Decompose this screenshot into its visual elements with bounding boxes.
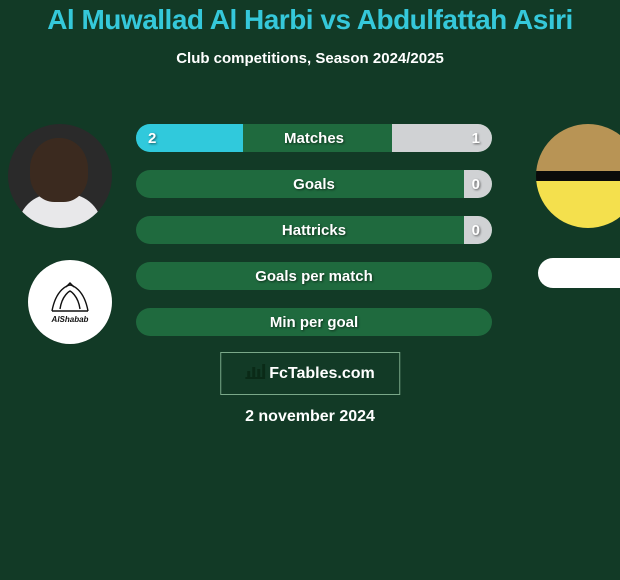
club-left-label: AlShabab — [52, 315, 89, 324]
bar-label: Goals — [136, 170, 492, 198]
player-left-avatar — [8, 124, 112, 228]
subtitle: Club competitions, Season 2024/2025 — [0, 50, 620, 67]
bar-row: Min per goal — [136, 308, 492, 336]
club-left-badge: AlShabab — [28, 260, 112, 344]
bar-label: Matches — [136, 124, 492, 152]
bar-label: Goals per match — [136, 262, 492, 290]
brand-text: FcTables.com — [269, 365, 375, 383]
club-left-mark-icon — [46, 281, 94, 313]
brand-box: FcTables.com — [220, 352, 400, 395]
bar-row: Goals per match — [136, 262, 492, 290]
bar-label: Min per goal — [136, 308, 492, 336]
bar-label: Hattricks — [136, 216, 492, 244]
bar-row: 0Hattricks — [136, 216, 492, 244]
player-right-avatar — [536, 124, 620, 228]
bar-chart-icon — [245, 363, 265, 384]
club-right-badge — [538, 258, 620, 288]
bar-row: 21Matches — [136, 124, 492, 152]
page-title: Al Muwallad Al Harbi vs Abdulfattah Asir… — [0, 0, 620, 36]
date-text: 2 november 2024 — [0, 408, 620, 426]
bar-row: 0Goals — [136, 170, 492, 198]
comparison-bars: 21Matches 0Goals 0Hattricks Goals per match… — [136, 124, 492, 354]
